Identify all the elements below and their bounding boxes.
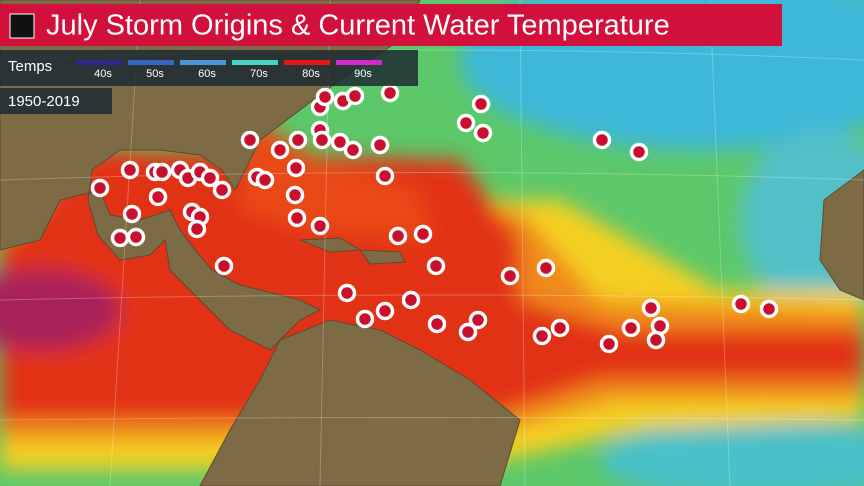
- storm-origin: [536, 258, 556, 278]
- legend-background: [0, 50, 418, 86]
- storm-origin: [550, 318, 570, 338]
- storm-origin: [370, 135, 390, 155]
- storm-origin: [375, 166, 395, 186]
- legend-swatch: [180, 60, 226, 65]
- legend-swatch: [284, 60, 330, 65]
- storm-origin: [599, 334, 619, 354]
- period-box: 1950-2019: [0, 88, 112, 114]
- storm-origin: [345, 86, 365, 106]
- storm-origin: [355, 309, 375, 329]
- legend-label: 60s: [198, 68, 216, 80]
- storm-origin: [413, 224, 433, 244]
- storm-origins: [90, 83, 779, 354]
- storm-origin: [285, 185, 305, 205]
- storm-origin: [187, 219, 207, 239]
- storm-origin: [532, 326, 552, 346]
- storm-origin: [110, 228, 130, 248]
- storm-origin: [255, 170, 275, 190]
- storm-origin: [380, 83, 400, 103]
- period: 1950-2019: [8, 93, 80, 110]
- storm-origin: [759, 299, 779, 319]
- storm-origin: [270, 140, 290, 160]
- storm-origin: [200, 168, 220, 188]
- legend-label: 80s: [302, 68, 320, 80]
- storm-origin: [375, 301, 395, 321]
- storm-origin: [337, 283, 357, 303]
- legend-swatch: [336, 60, 382, 65]
- storm-origin: [456, 113, 476, 133]
- legend: Temps 40s 50s 60s 70s 80s 90s: [0, 50, 418, 86]
- storm-origin: [90, 178, 110, 198]
- title: July Storm Origins & Current Water Tempe…: [46, 10, 670, 42]
- legend-swatch: [232, 60, 278, 65]
- legend-swatch: [76, 60, 122, 65]
- storm-origin: [473, 123, 493, 143]
- storm-origin: [427, 314, 447, 334]
- legend-label: 70s: [250, 68, 268, 80]
- storm-origin: [310, 216, 330, 236]
- storm-origin: [629, 142, 649, 162]
- storm-origin: [152, 162, 172, 182]
- icon: [9, 13, 35, 39]
- storm-origin: [240, 130, 260, 150]
- storm-origin: [214, 256, 234, 276]
- legend-swatch: [128, 60, 174, 65]
- storm-origin: [500, 266, 520, 286]
- storm-origin: [592, 130, 612, 150]
- storm-origin: [388, 226, 408, 246]
- period-background: [0, 88, 112, 114]
- storm-origin: [621, 318, 641, 338]
- storm-origin: [458, 322, 478, 342]
- storm-origin: [148, 187, 168, 207]
- storm-origin: [315, 87, 335, 107]
- storm-origin: [641, 298, 661, 318]
- legend-label: 50s: [146, 68, 164, 80]
- storm-origin: [731, 294, 751, 314]
- storm-origin: [468, 310, 488, 330]
- legend-label: 40s: [94, 68, 112, 80]
- storm-origin: [126, 227, 146, 247]
- legend-title: Temps: [8, 58, 52, 75]
- storm-origin: [288, 130, 308, 150]
- storm-origin: [343, 140, 363, 160]
- storm-origin: [471, 94, 491, 114]
- storm-origin: [426, 256, 446, 276]
- storm-origin: [646, 330, 666, 350]
- storm-origin: [120, 160, 140, 180]
- legend-label: 90s: [354, 68, 372, 80]
- title-background: [0, 4, 782, 46]
- storm-origin: [330, 132, 350, 152]
- storm-origin: [312, 130, 332, 150]
- storm-origin: [122, 204, 142, 224]
- storm-origin: [287, 208, 307, 228]
- storm-origin: [286, 158, 306, 178]
- storm-origin: [212, 180, 232, 200]
- title-bar: July Storm Origins & Current Water Tempe…: [0, 4, 782, 46]
- storm-origin: [401, 290, 421, 310]
